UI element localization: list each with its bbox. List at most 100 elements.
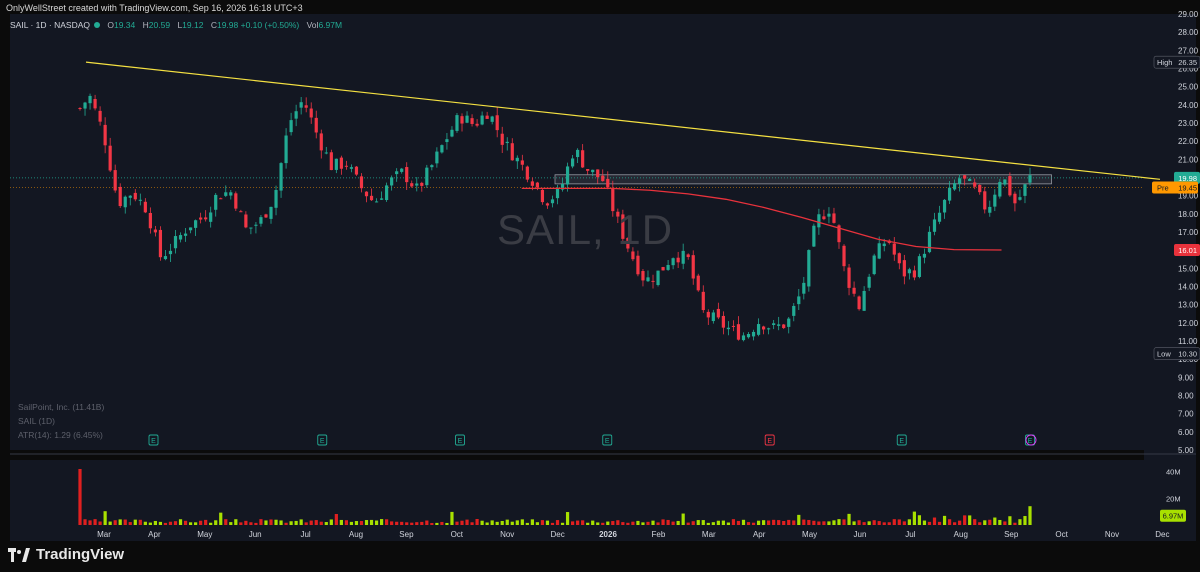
- candle[interactable]: [772, 323, 776, 326]
- low-price-tag[interactable]: [1153, 347, 1200, 361]
- candle[interactable]: [706, 311, 710, 318]
- candle[interactable]: [1018, 197, 1022, 200]
- candle[interactable]: [153, 229, 157, 233]
- pre-market-tag[interactable]: [1152, 181, 1198, 194]
- candle[interactable]: [676, 257, 680, 263]
- candle[interactable]: [465, 115, 469, 123]
- time-axis[interactable]: [10, 525, 1144, 541]
- series-label[interactable]: SAIL (1D): [18, 416, 56, 426]
- candle[interactable]: [480, 115, 484, 125]
- candle[interactable]: [244, 214, 248, 228]
- candle[interactable]: [671, 258, 675, 266]
- candle[interactable]: [993, 194, 997, 207]
- candle[interactable]: [867, 276, 871, 288]
- candle[interactable]: [872, 255, 876, 275]
- candle[interactable]: [626, 237, 630, 249]
- candle[interactable]: [570, 158, 575, 167]
- candle[interactable]: [696, 275, 700, 291]
- candle[interactable]: [234, 193, 238, 209]
- candle[interactable]: [405, 167, 409, 183]
- candle[interactable]: [817, 214, 821, 228]
- candle[interactable]: [1013, 193, 1017, 204]
- candle[interactable]: [435, 151, 439, 164]
- candle[interactable]: [475, 123, 479, 126]
- candle[interactable]: [183, 233, 188, 236]
- candle[interactable]: [420, 182, 424, 186]
- candle[interactable]: [123, 196, 127, 208]
- candle[interactable]: [374, 201, 379, 203]
- candle[interactable]: [289, 120, 293, 133]
- candle[interactable]: [651, 280, 655, 282]
- candle[interactable]: [354, 166, 359, 175]
- candle[interactable]: [591, 169, 595, 173]
- candle[interactable]: [485, 115, 489, 119]
- candle[interactable]: [983, 191, 987, 210]
- candle[interactable]: [917, 256, 922, 277]
- candle[interactable]: [264, 214, 268, 218]
- candle[interactable]: [847, 267, 851, 288]
- candle[interactable]: [204, 217, 208, 220]
- candle[interactable]: [601, 175, 605, 182]
- candle[interactable]: [108, 145, 112, 171]
- candle[interactable]: [88, 95, 92, 104]
- candle[interactable]: [761, 326, 766, 330]
- candle[interactable]: [646, 277, 650, 282]
- candle[interactable]: [837, 225, 841, 243]
- candle[interactable]: [103, 124, 107, 146]
- candle[interactable]: [425, 167, 429, 186]
- candle[interactable]: [661, 267, 665, 271]
- candle[interactable]: [937, 212, 942, 222]
- candle[interactable]: [892, 243, 896, 255]
- candle[interactable]: [219, 198, 223, 200]
- candle[interactable]: [998, 181, 1002, 197]
- candle[interactable]: [138, 199, 142, 201]
- candle[interactable]: [902, 260, 906, 277]
- last-price-tag[interactable]: [1174, 171, 1200, 184]
- candle[interactable]: [460, 116, 464, 124]
- candle[interactable]: [329, 152, 333, 171]
- candle[interactable]: [560, 184, 565, 190]
- candle[interactable]: [545, 203, 550, 206]
- candle[interactable]: [641, 271, 645, 281]
- candle[interactable]: [229, 192, 233, 196]
- candle[interactable]: [515, 157, 519, 162]
- atr-label[interactable]: ATR(14): 1.29 (6.45%): [18, 430, 103, 440]
- candle[interactable]: [631, 251, 635, 260]
- candle[interactable]: [359, 176, 364, 189]
- candle[interactable]: [731, 325, 736, 327]
- candle[interactable]: [369, 195, 374, 201]
- candle[interactable]: [822, 216, 826, 220]
- candle[interactable]: [701, 291, 705, 311]
- candle[interactable]: [686, 254, 690, 258]
- candle[interactable]: [304, 105, 308, 108]
- dividend-lightning-icon[interactable]: [1025, 434, 1037, 446]
- candle[interactable]: [540, 189, 545, 203]
- candle[interactable]: [756, 324, 761, 335]
- candle[interactable]: [832, 213, 836, 223]
- candle[interactable]: [741, 335, 746, 341]
- candle[interactable]: [349, 167, 354, 169]
- candle[interactable]: [606, 178, 610, 188]
- candle[interactable]: [294, 111, 298, 119]
- candle[interactable]: [510, 143, 514, 161]
- candle[interactable]: [500, 133, 504, 145]
- candle[interactable]: [947, 187, 952, 201]
- candle[interactable]: [390, 177, 394, 186]
- candle[interactable]: [807, 250, 811, 287]
- candle[interactable]: [857, 296, 861, 310]
- candle[interactable]: [495, 115, 499, 131]
- earnings-marker[interactable]: [896, 434, 907, 446]
- candle[interactable]: [163, 256, 168, 260]
- candle[interactable]: [927, 231, 932, 253]
- candle[interactable]: [455, 115, 459, 131]
- trendline[interactable]: [85, 61, 1161, 180]
- candle[interactable]: [586, 168, 590, 171]
- candle[interactable]: [194, 220, 198, 228]
- candle[interactable]: [279, 163, 283, 191]
- candle[interactable]: [812, 225, 816, 247]
- candle[interactable]: [274, 190, 278, 208]
- volume-pane[interactable]: [10, 460, 1144, 525]
- candle[interactable]: [978, 184, 982, 193]
- candle[interactable]: [450, 129, 454, 137]
- candle[interactable]: [78, 108, 82, 110]
